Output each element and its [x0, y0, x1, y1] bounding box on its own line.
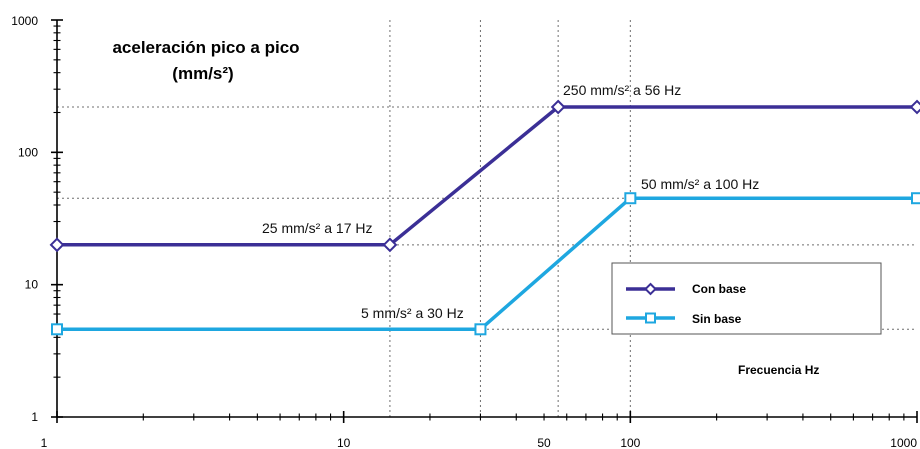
data-point-sin-base: [624, 192, 637, 205]
y-tick-label: 100: [18, 145, 38, 159]
data-point-sin-base: [911, 192, 920, 205]
legend-box: [611, 262, 882, 335]
data-point-con-base: [49, 237, 65, 253]
y-tick-label: 1000: [11, 14, 38, 28]
legend: Con base Sin base: [611, 262, 882, 335]
series-layer: [49, 99, 920, 336]
annotation-sin-base-high: 50 mm/s² a 100 Hz: [641, 176, 759, 192]
legend-marker-square: [645, 312, 656, 324]
chart-title-unit: (mm/s²): [172, 64, 233, 83]
y-tick-label: 10: [25, 278, 39, 292]
data-point-con-base: [909, 99, 920, 115]
legend-marker-diamond: [644, 282, 657, 296]
annotation-con-base-low: 25 mm/s² a 17 Hz: [262, 220, 372, 236]
y-tick-label: 1: [31, 410, 38, 424]
annotation-con-base-high: 250 mm/s² a 56 Hz: [563, 82, 681, 98]
data-point-sin-base: [474, 323, 487, 336]
x-axis-label: Frecuencia Hz: [738, 363, 819, 377]
legend-label-con-base: Con base: [692, 282, 746, 296]
x-tick-label: 1: [41, 436, 48, 449]
annotation-sin-base-low: 5 mm/s² a 30 Hz: [361, 305, 464, 321]
data-point-sin-base: [51, 323, 63, 336]
x-tick-label: 1000: [890, 436, 917, 449]
series-line-sin-base: [57, 196, 917, 332]
x-tick-label: 100: [620, 436, 640, 449]
ticks-layer: 1 10 50 100 1000 1 10 100 1000: [11, 14, 918, 449]
data-point-con-base: [382, 237, 398, 253]
x-tick-label: 10: [337, 436, 351, 449]
legend-label-sin-base: Sin base: [692, 312, 742, 326]
series-line-con-base: [57, 105, 917, 247]
chart-title: aceleración pico a pico: [112, 38, 299, 57]
x-tick-label: 50: [537, 436, 551, 449]
axis-layer: [56, 20, 917, 418]
data-point-con-base: [550, 99, 566, 115]
